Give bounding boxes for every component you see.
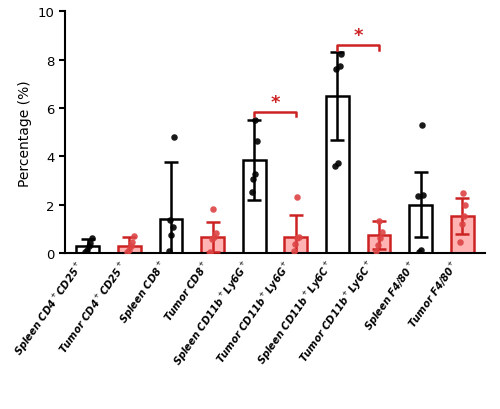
- Point: [295, 234, 303, 240]
- Point: [248, 189, 256, 196]
- Point: [210, 207, 218, 213]
- Point: [165, 248, 173, 255]
- Point: [210, 234, 218, 240]
- Bar: [160, 220, 182, 254]
- Point: [212, 231, 220, 237]
- Bar: [284, 238, 307, 254]
- Point: [332, 163, 340, 169]
- Point: [415, 249, 423, 256]
- Point: [292, 241, 300, 248]
- Point: [128, 239, 136, 246]
- Point: [80, 249, 88, 256]
- Bar: [450, 216, 473, 254]
- Point: [126, 243, 134, 250]
- Text: *: *: [270, 94, 280, 111]
- Point: [166, 217, 174, 224]
- Point: [84, 243, 92, 250]
- Point: [252, 171, 260, 178]
- Bar: [243, 161, 266, 254]
- Point: [290, 248, 298, 255]
- Point: [372, 248, 380, 255]
- Point: [420, 192, 428, 198]
- Point: [336, 64, 344, 71]
- Point: [167, 232, 175, 239]
- Point: [332, 66, 340, 73]
- Bar: [326, 97, 349, 254]
- Point: [462, 202, 469, 209]
- Point: [206, 249, 214, 256]
- Point: [169, 224, 177, 230]
- Point: [418, 247, 426, 254]
- Point: [459, 191, 467, 197]
- Bar: [76, 246, 100, 254]
- Point: [294, 235, 302, 242]
- Point: [250, 177, 258, 183]
- Point: [130, 233, 138, 240]
- Point: [378, 229, 386, 236]
- Point: [82, 247, 90, 254]
- Point: [253, 139, 261, 145]
- Point: [456, 239, 464, 246]
- Point: [458, 221, 466, 227]
- Point: [170, 134, 178, 141]
- Point: [250, 117, 258, 124]
- Point: [86, 240, 94, 247]
- Point: [208, 236, 216, 243]
- Bar: [368, 236, 390, 254]
- Point: [334, 161, 342, 167]
- Point: [337, 52, 345, 58]
- Text: *: *: [354, 27, 363, 45]
- Bar: [409, 205, 432, 254]
- Point: [122, 249, 130, 256]
- Point: [376, 235, 384, 242]
- Point: [418, 122, 426, 128]
- Point: [460, 213, 468, 220]
- Bar: [118, 247, 141, 254]
- Point: [88, 235, 96, 242]
- Point: [374, 243, 382, 249]
- Point: [124, 247, 132, 254]
- Point: [414, 193, 422, 200]
- Y-axis label: Percentage (%): Percentage (%): [18, 80, 32, 186]
- Point: [292, 194, 300, 201]
- Point: [376, 218, 384, 225]
- Bar: [201, 238, 224, 254]
